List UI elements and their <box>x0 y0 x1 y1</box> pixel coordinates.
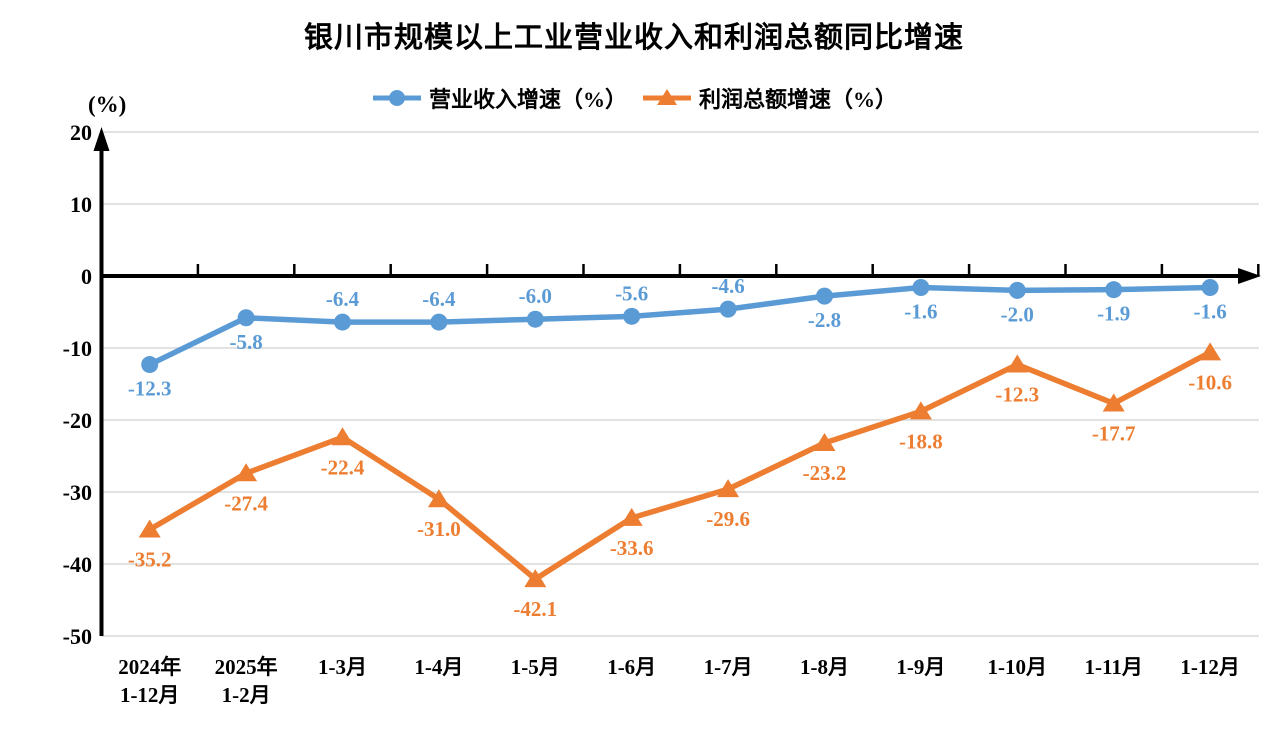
line-triangle-marker-icon <box>643 89 691 105</box>
y-tick-label: 0 <box>81 264 92 289</box>
data-label: -29.6 <box>706 507 750 531</box>
data-point-triangle-marker <box>1006 354 1029 373</box>
data-point-circle-marker <box>141 356 159 374</box>
data-label: -1.6 <box>904 300 937 324</box>
data-label: -1.6 <box>1193 300 1226 324</box>
data-label: -5.8 <box>229 330 262 354</box>
data-point-circle-marker <box>1201 279 1219 297</box>
data-label: -5.6 <box>615 281 648 305</box>
data-point-circle-marker <box>912 279 930 297</box>
data-point-circle-marker <box>430 313 448 331</box>
x-category-label: 1-7月 <box>704 655 753 679</box>
data-point-circle-marker <box>1105 281 1123 299</box>
x-category-label: 2025年 <box>215 655 278 679</box>
data-label: -1.9 <box>1097 302 1130 326</box>
x-axis-arrow-icon <box>1238 268 1261 284</box>
chart-title: 银川市规模以上工业营业收入和利润总额同比增速 <box>303 22 964 54</box>
legend-item-profit: 利润总额增速（%） <box>641 82 897 114</box>
x-category-label: 1-2月 <box>222 683 271 707</box>
data-label: -6.4 <box>326 287 360 311</box>
data-label: -12.3 <box>995 383 1039 407</box>
x-category-label: 1-4月 <box>414 655 463 679</box>
y-axis-unit-label: (%) <box>88 92 127 117</box>
data-label: -17.7 <box>1092 421 1136 445</box>
x-category-label: 1-12月 <box>120 683 180 707</box>
series-line <box>146 349 1213 582</box>
revenue-series: -12.3 -5.8 -6.4 -6.4 -6.0 -5.6 -4.6 -2.8 -1.6 -2.… <box>128 274 1227 400</box>
y-tick-label: -20 <box>63 408 92 433</box>
series-line <box>146 284 1213 368</box>
data-point-triangle-marker <box>1199 342 1222 361</box>
data-point-triangle-marker <box>620 507 643 526</box>
y-tick-label: -40 <box>63 552 92 577</box>
x-category-label: 1-12月 <box>1180 655 1240 679</box>
data-point-triangle-marker <box>331 427 354 446</box>
x-axis-category-labels: 2024年 1-12月 2025年 1-2月 1-3月 1-4月 1-5月 1-6月 1-7月 1… <box>118 655 1240 707</box>
x-category-label: 1-3月 <box>318 655 367 679</box>
data-label: -27.4 <box>224 491 268 515</box>
legend-item-revenue: 营业收入增速（%） <box>371 82 627 114</box>
data-label: -18.8 <box>899 429 943 453</box>
x-category-label: 2024年 <box>118 655 181 679</box>
y-axis-tick-labels: 20 10 0 -10 -20 -30 -40 -50 <box>63 120 92 649</box>
data-point-triangle-marker <box>235 463 258 482</box>
data-label: -31.0 <box>417 517 461 541</box>
y-tick-label: 20 <box>70 120 92 145</box>
y-tick-label: 10 <box>70 192 92 217</box>
data-point-circle-marker <box>623 307 641 325</box>
data-label: -10.6 <box>1188 370 1232 394</box>
line-circle-marker-icon <box>372 90 421 106</box>
data-point-triangle-marker <box>524 569 547 588</box>
data-label: -2.0 <box>1001 302 1034 326</box>
data-label: -23.2 <box>803 461 847 485</box>
x-category-label: 1-9月 <box>896 655 945 679</box>
data-point-circle-marker <box>526 310 544 328</box>
data-point-circle-marker <box>1008 281 1026 299</box>
x-category-label: 1-11月 <box>1085 655 1143 679</box>
data-label: -12.3 <box>128 377 172 401</box>
legend-label-revenue: 营业收入增速（%） <box>428 87 627 112</box>
data-point-triangle-marker <box>138 519 161 538</box>
x-category-label: 1-5月 <box>511 655 560 679</box>
legend: 营业收入增速（%） 利润总额增速（%） <box>0 82 1268 114</box>
data-point-triangle-marker <box>427 489 450 508</box>
data-label: -42.1 <box>513 597 557 621</box>
data-point-triangle-marker <box>909 401 932 420</box>
data-label: -2.8 <box>808 308 841 332</box>
data-point-circle-marker <box>816 287 833 305</box>
data-label: -22.4 <box>321 455 365 479</box>
x-category-label: 1-10月 <box>988 655 1048 679</box>
data-label: -35.2 <box>128 547 172 571</box>
profit-series: -35.2 -27.4 -22.4 -31.0 -42.1 -33.6 -29.6 -23.2… <box>128 342 1232 621</box>
data-point-triangle-marker <box>1102 393 1125 412</box>
x-category-label: 1-6月 <box>607 655 656 679</box>
data-point-triangle-marker <box>717 479 740 498</box>
y-tick-label: -10 <box>63 336 92 361</box>
y-axis-arrow-icon <box>93 127 110 151</box>
data-label: -4.6 <box>711 274 744 298</box>
x-category-label: 1-8月 <box>800 655 849 679</box>
y-tick-label: -50 <box>63 624 92 649</box>
data-point-circle-marker <box>237 309 255 327</box>
y-tick-label: -30 <box>63 480 92 505</box>
legend-label-profit: 利润总额增速（%） <box>699 87 898 112</box>
gridlines <box>101 131 1259 637</box>
data-label: -6.4 <box>422 287 456 311</box>
data-label: -33.6 <box>610 536 654 560</box>
data-label: -6.0 <box>519 284 552 308</box>
data-point-circle-marker <box>334 313 351 331</box>
data-point-circle-marker <box>719 300 737 318</box>
data-point-triangle-marker <box>813 433 836 452</box>
